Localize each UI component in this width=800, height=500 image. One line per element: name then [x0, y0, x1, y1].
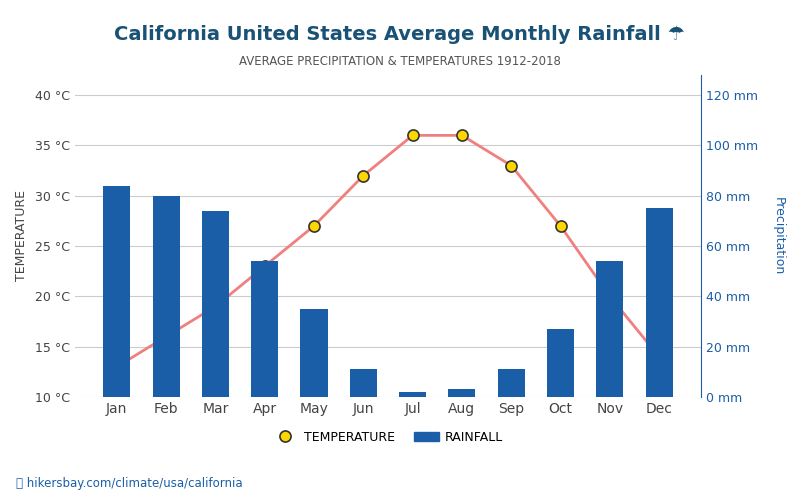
Bar — [301, 309, 327, 397]
Y-axis label: TEMPERATURE: TEMPERATURE — [15, 190, 28, 282]
Bar — [448, 390, 475, 397]
Bar — [596, 261, 623, 397]
Bar — [153, 196, 180, 397]
Y-axis label: Precipitation: Precipitation — [772, 197, 785, 275]
Text: California United States Average Monthly Rainfall ☂: California United States Average Monthly… — [114, 25, 686, 44]
Bar — [202, 211, 229, 397]
Bar — [251, 261, 278, 397]
Bar — [498, 370, 525, 397]
Text: AVERAGE PRECIPITATION & TEMPERATURES 1912-2018: AVERAGE PRECIPITATION & TEMPERATURES 191… — [239, 55, 561, 68]
Bar — [399, 392, 426, 397]
Bar — [103, 186, 130, 397]
Legend: TEMPERATURE, RAINFALL: TEMPERATURE, RAINFALL — [268, 426, 508, 448]
Bar — [547, 329, 574, 397]
Text: 📍 hikersbay.com/climate/usa/california: 📍 hikersbay.com/climate/usa/california — [16, 477, 242, 490]
Bar — [646, 208, 673, 397]
Bar — [350, 370, 377, 397]
